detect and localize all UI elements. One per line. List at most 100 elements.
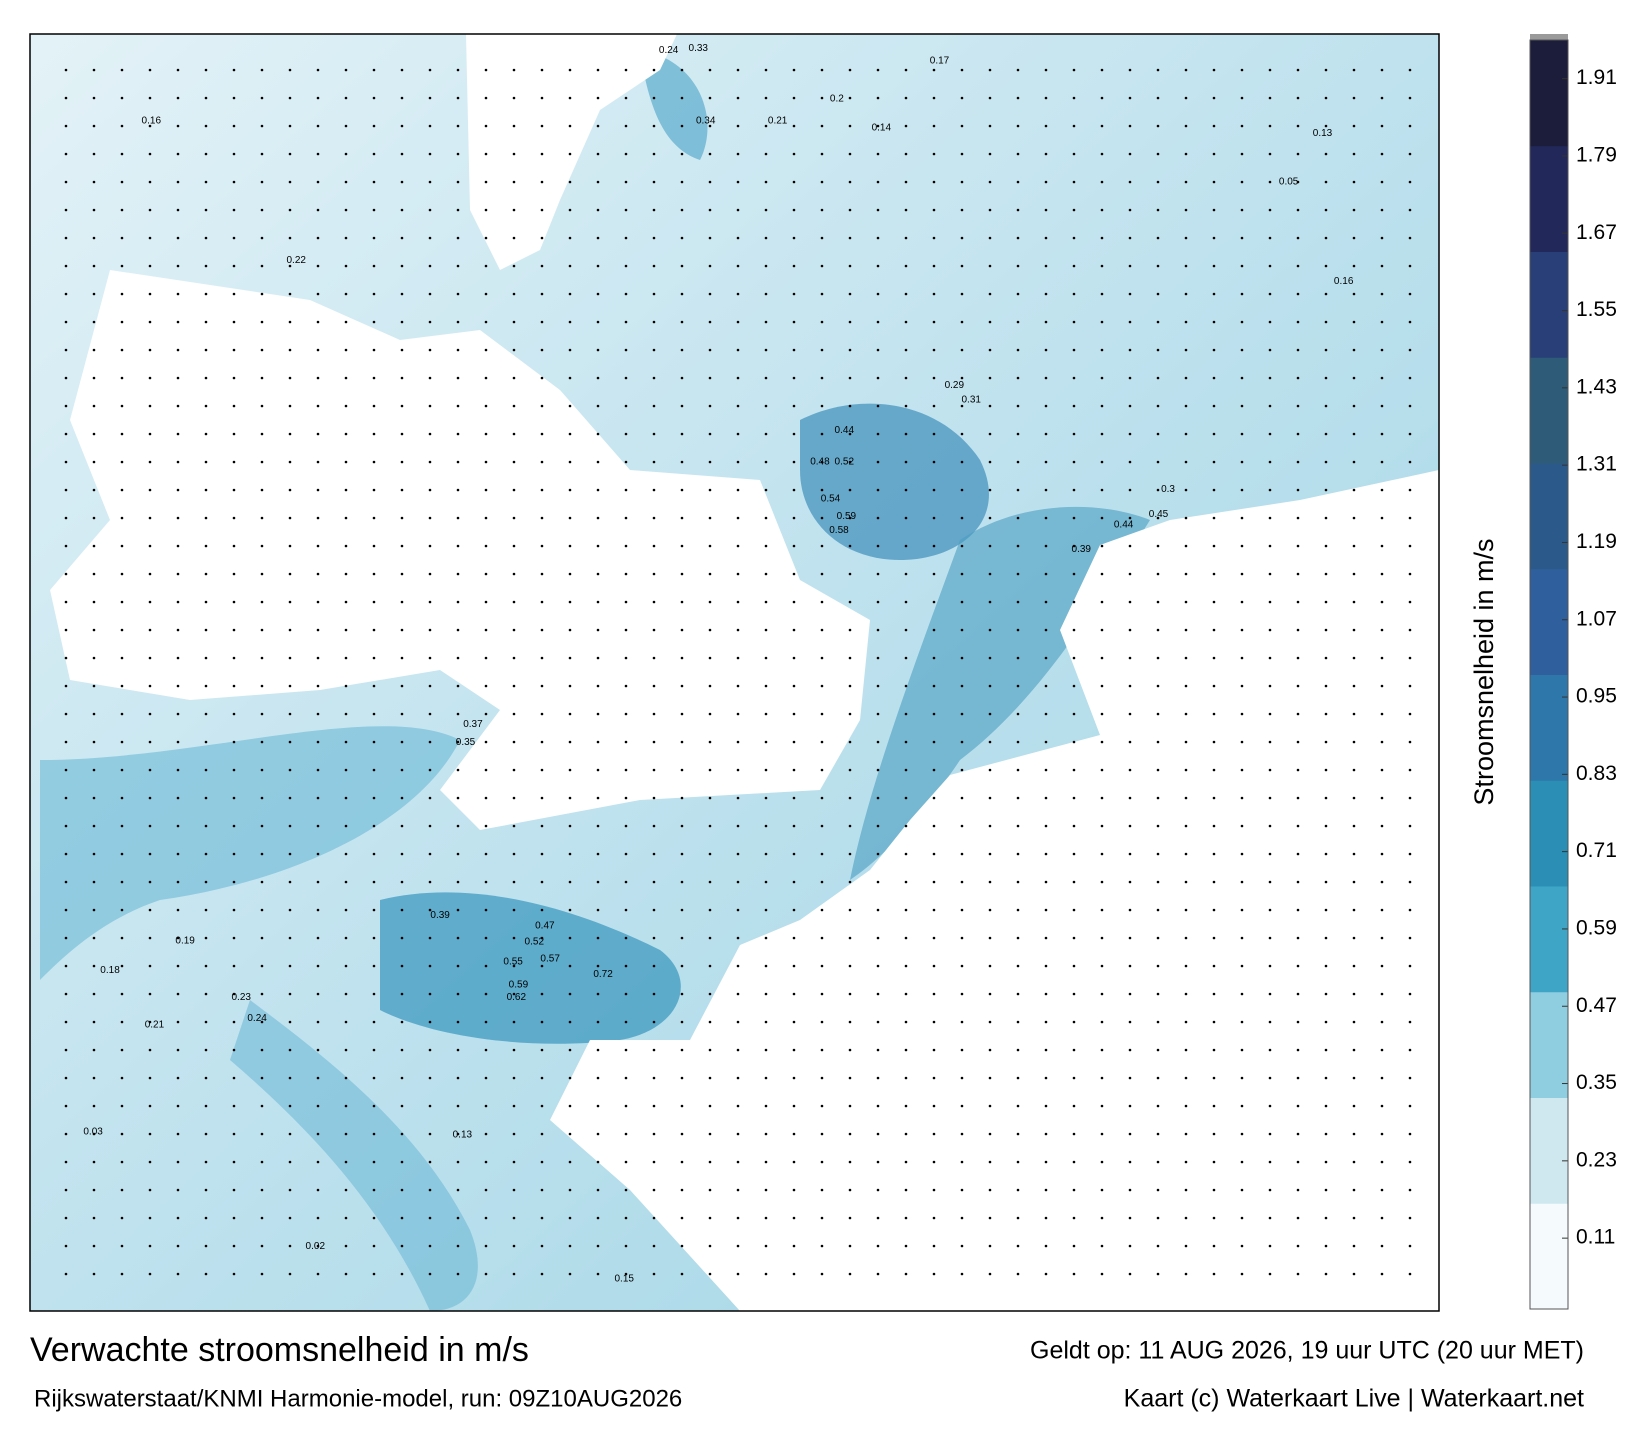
- vector-dot: [1184, 740, 1188, 744]
- vector-dot: [988, 488, 992, 492]
- vector-dot: [484, 1188, 488, 1192]
- vector-dot: [652, 96, 656, 100]
- vector-dot: [1044, 460, 1048, 464]
- vector-dot: [568, 124, 572, 128]
- vector-dot: [708, 544, 712, 548]
- vector-dot: [1128, 1188, 1132, 1192]
- vector-dot: [736, 992, 740, 996]
- vector-dot: [960, 96, 964, 100]
- vector-dot: [764, 740, 768, 744]
- vector-dot: [1100, 1076, 1104, 1080]
- vector-dot: [176, 768, 180, 772]
- vector-dot: [960, 516, 964, 520]
- vector-dot: [904, 292, 908, 296]
- vector-dot: [596, 1048, 600, 1052]
- vector-dot: [512, 180, 516, 184]
- vector-dot: [64, 432, 68, 436]
- vector-dot: [1072, 768, 1076, 772]
- vector-dot: [512, 684, 516, 688]
- vector-dot: [1044, 208, 1048, 212]
- vector-dot: [1240, 516, 1244, 520]
- vector-dot: [848, 320, 852, 324]
- vector-dot: [932, 152, 936, 156]
- vector-dot: [820, 656, 824, 660]
- vector-dot: [344, 824, 348, 828]
- vector-dot: [344, 124, 348, 128]
- vector-dot: [988, 600, 992, 604]
- vector-dot: [540, 768, 544, 772]
- vector-dot: [1016, 180, 1020, 184]
- vector-dot: [344, 152, 348, 156]
- vector-dot: [960, 236, 964, 240]
- vector-dot: [64, 348, 68, 352]
- colorbar-tick-label: 1.55: [1576, 298, 1617, 321]
- vector-dot: [1240, 1160, 1244, 1164]
- vector-dot: [344, 572, 348, 576]
- vector-dot: [736, 572, 740, 576]
- vector-dot: [316, 712, 320, 716]
- vector-dot: [120, 964, 124, 968]
- vector-dot: [876, 1132, 880, 1136]
- vector-dot: [568, 1076, 572, 1080]
- vector-dot: [736, 600, 740, 604]
- vector-dot: [204, 432, 208, 436]
- vector-dot: [1128, 1216, 1132, 1220]
- vector-dot: [1380, 964, 1384, 968]
- vector-dot: [1184, 320, 1188, 324]
- vector-dot: [1352, 516, 1356, 520]
- vector-dot: [764, 628, 768, 632]
- vector-dot: [92, 488, 96, 492]
- vector-dot: [1352, 1188, 1356, 1192]
- vector-dot: [64, 852, 68, 856]
- vector-dot: [1240, 1076, 1244, 1080]
- vector-dot: [1156, 824, 1160, 828]
- vector-dot: [1352, 600, 1356, 604]
- vector-dot: [1044, 628, 1048, 632]
- vector-dot: [820, 600, 824, 604]
- vector-dot: [1212, 264, 1216, 268]
- vector-dot: [1268, 320, 1272, 324]
- vector-dot: [204, 796, 208, 800]
- vector-dot: [1380, 264, 1384, 268]
- vector-dot: [232, 544, 236, 548]
- vector-dot: [932, 740, 936, 744]
- vector-dot: [988, 740, 992, 744]
- vector-dot: [1212, 880, 1216, 884]
- vector-dot: [652, 1216, 656, 1220]
- vector-dot: [1072, 348, 1076, 352]
- vector-dot: [92, 320, 96, 324]
- vector-dot: [540, 1048, 544, 1052]
- map-frame: [29, 33, 1440, 1312]
- vector-dot: [344, 628, 348, 632]
- vector-dot: [736, 656, 740, 660]
- vector-dot: [260, 208, 264, 212]
- vector-dot: [64, 768, 68, 772]
- vector-dot: [1240, 740, 1244, 744]
- vector-dot: [372, 684, 376, 688]
- vector-dot: [932, 936, 936, 940]
- vector-dot: [820, 460, 824, 464]
- vector-dot: [316, 1188, 320, 1192]
- vector-dot: [204, 516, 208, 520]
- vector-dot: [1296, 1132, 1300, 1136]
- vector-dot: [1268, 1244, 1272, 1248]
- vector-dot: [904, 1020, 908, 1024]
- vector-dot: [680, 544, 684, 548]
- vector-dot: [652, 572, 656, 576]
- vector-dot: [624, 740, 628, 744]
- vector-dot: [400, 712, 404, 716]
- vector-dot: [1324, 852, 1328, 856]
- vector-dot: [680, 236, 684, 240]
- vector-dot: [568, 432, 572, 436]
- vector-dot: [1240, 432, 1244, 436]
- vector-dot: [652, 376, 656, 380]
- vector-dot: [736, 1020, 740, 1024]
- vector-dot: [1016, 768, 1020, 772]
- vector-dot: [764, 1188, 768, 1192]
- vector-dot: [1072, 628, 1076, 632]
- vector-dot: [1352, 796, 1356, 800]
- vector-dot: [540, 432, 544, 436]
- vector-dot: [260, 1020, 264, 1024]
- vector-dot: [848, 236, 852, 240]
- vector-dot: [512, 544, 516, 548]
